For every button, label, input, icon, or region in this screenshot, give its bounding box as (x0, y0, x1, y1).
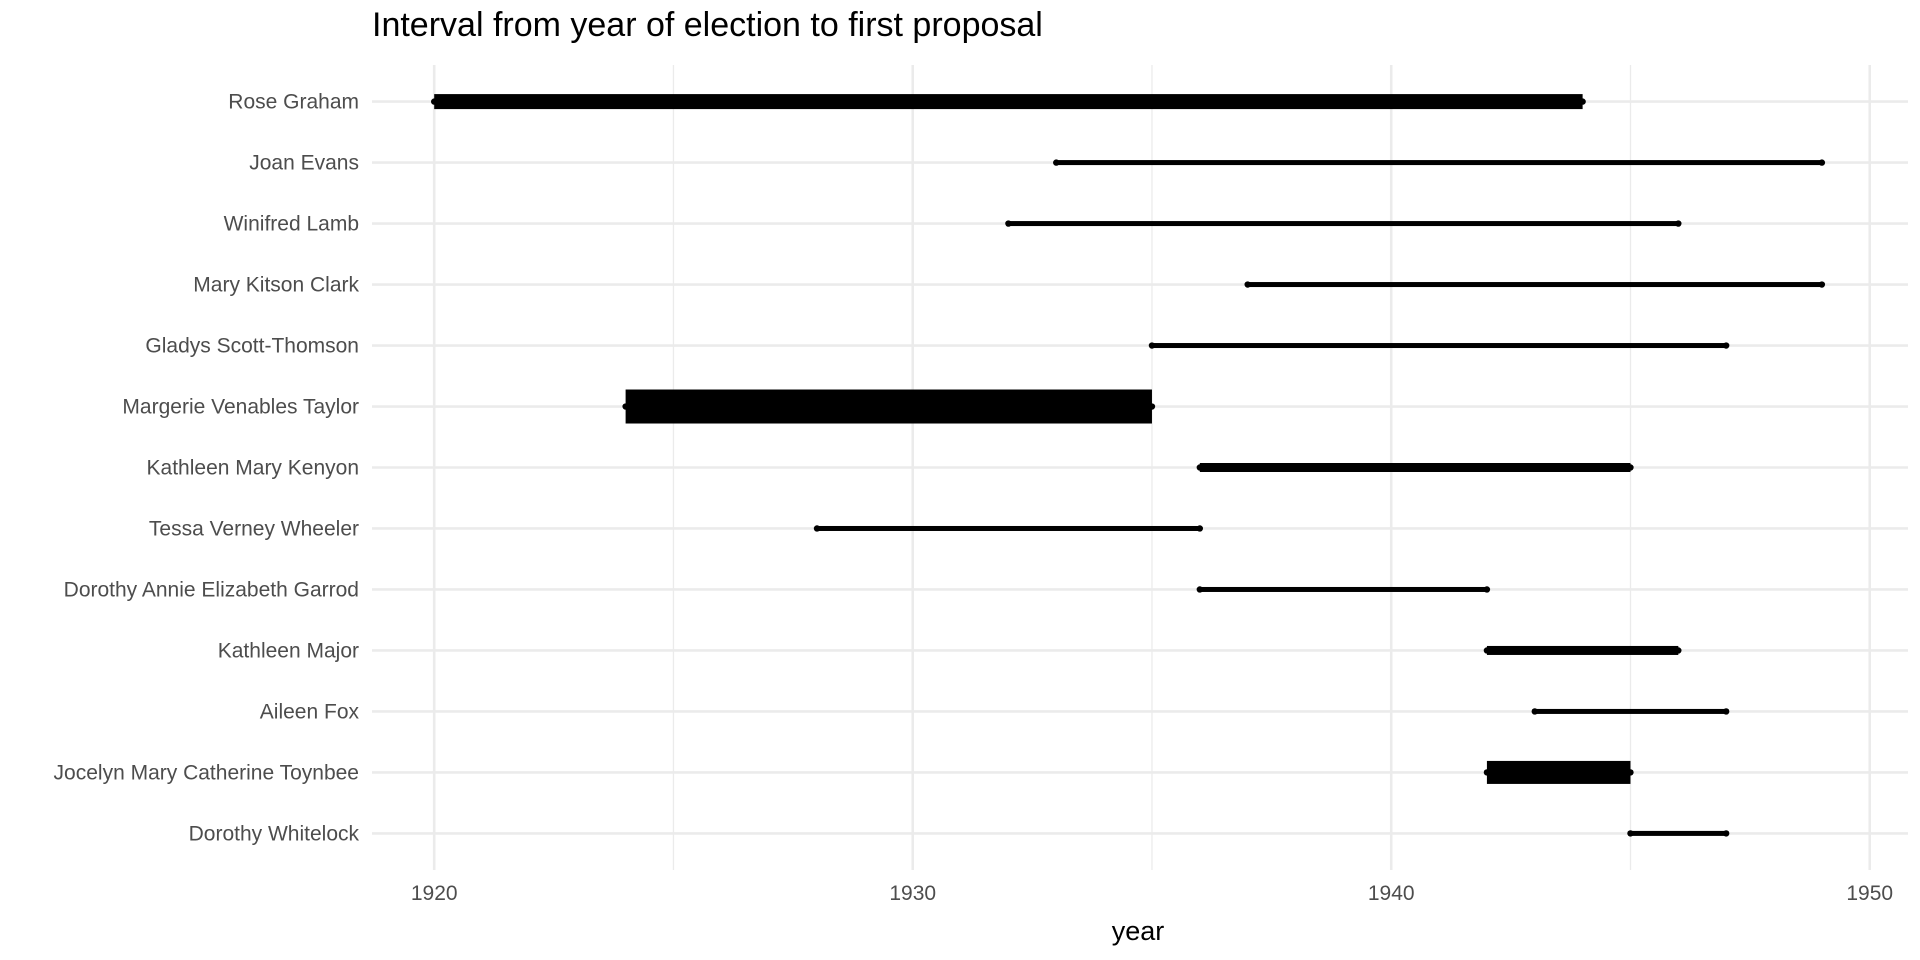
end-point (1722, 708, 1730, 715)
interval-bar (817, 525, 1200, 531)
end-point (1722, 342, 1730, 349)
y-tick-label: Winifred Lamb (224, 213, 359, 236)
interval-bar (1199, 586, 1487, 592)
y-tick-label: Dorothy Annie Elizabeth Garrod (64, 578, 359, 601)
y-tick-label: Gladys Scott-Thomson (145, 335, 359, 358)
start-point (1053, 159, 1060, 166)
start-point (1196, 586, 1204, 593)
y-tick-label: Dorothy Whitelock (189, 822, 360, 845)
x-axis-label: year (1112, 916, 1165, 946)
x-tick-label: 1920 (411, 882, 458, 905)
interval-bar (1151, 343, 1727, 349)
start-point (1483, 769, 1491, 776)
start-point (1531, 708, 1538, 715)
end-point (1148, 403, 1156, 410)
start-point (1627, 830, 1634, 837)
interval-bar (1486, 645, 1679, 655)
x-axis-tick-labels: 1920 1930 1940 1950 (411, 882, 1893, 905)
y-tick-label: Mary Kitson Clark (193, 274, 359, 297)
interval-bar (1008, 221, 1679, 227)
x-tick-label: 1930 (889, 882, 936, 905)
start-point (431, 98, 438, 105)
end-point (1818, 281, 1826, 288)
interval-bar (1534, 708, 1727, 714)
end-point (1627, 769, 1634, 776)
x-tick-label: 1940 (1368, 882, 1415, 905)
end-point (1818, 159, 1826, 166)
interval-bar (1486, 760, 1631, 784)
chart-title: Interval from year of election to first … (372, 6, 1043, 44)
start-point (1148, 342, 1156, 349)
end-point (1722, 830, 1730, 837)
start-point (1005, 220, 1012, 227)
y-tick-label: Kathleen Major (218, 639, 359, 662)
interval-bar (625, 389, 1152, 424)
y-tick-label: Kathleen Mary Kenyon (147, 457, 359, 480)
start-point (1244, 281, 1251, 288)
end-point (1675, 647, 1682, 654)
interval-bar (1199, 463, 1631, 472)
interval-bar (1247, 282, 1822, 288)
interval-bar (1056, 160, 1822, 166)
y-tick-label: Jocelyn Mary Catherine Toynbee (54, 761, 359, 784)
interval-marks (431, 94, 1826, 837)
end-point (1579, 98, 1586, 105)
end-point (1196, 525, 1204, 532)
end-point (1627, 464, 1634, 471)
start-point (1196, 464, 1204, 471)
y-tick-label: Aileen Fox (260, 700, 360, 723)
interval-bar (434, 94, 1583, 110)
grid-rows (372, 100, 1908, 835)
y-axis-tick-labels: Rose Graham Joan Evans Winifred Lamb Mary K… (54, 91, 360, 846)
y-tick-label: Tessa Verney Wheeler (149, 517, 359, 540)
start-point (622, 403, 629, 410)
start-point (1483, 647, 1491, 654)
end-point (1483, 586, 1491, 593)
y-tick-label: Margerie Venables Taylor (122, 396, 359, 419)
end-point (1675, 220, 1682, 227)
start-point (813, 525, 821, 532)
x-tick-label: 1950 (1846, 882, 1893, 905)
interval-bar (1630, 830, 1727, 836)
y-tick-label: Rose Graham (228, 91, 359, 114)
y-tick-label: Joan Evans (249, 152, 359, 175)
